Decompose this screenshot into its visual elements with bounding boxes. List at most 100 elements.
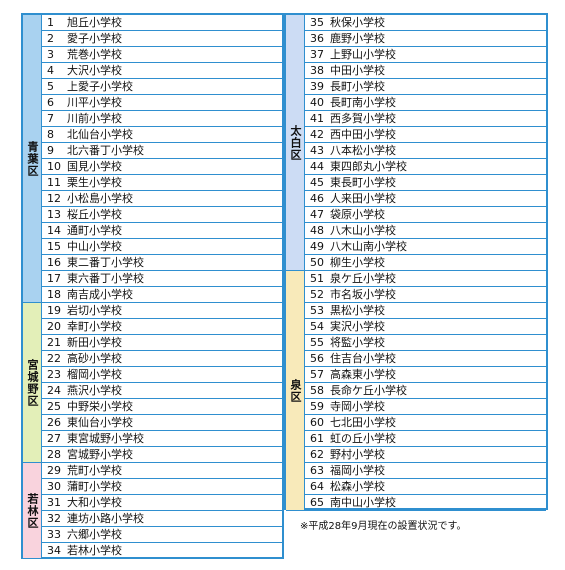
school-number: 63 xyxy=(310,464,324,477)
school-name: 人来田小学校 xyxy=(330,192,396,205)
school-number: 22 xyxy=(47,352,61,365)
school-row: 47 袋原小学校 xyxy=(305,207,546,223)
school-number: 1 xyxy=(47,16,54,29)
school-row: 57 高森東小学校 xyxy=(305,367,546,383)
school-number: 52 xyxy=(310,288,324,301)
school-row: 22 高砂小学校 xyxy=(42,351,282,367)
school-number: 14 xyxy=(47,224,61,237)
school-name: 実沢小学校 xyxy=(330,320,385,333)
school-name: 東宮城野小学校 xyxy=(67,432,144,445)
school-row: 38 中田小学校 xyxy=(305,63,546,79)
school-name: 川平小学校 xyxy=(67,96,122,109)
ward-label-text: 宮城野区 xyxy=(26,358,39,407)
school-name: 北仙台小学校 xyxy=(67,128,133,141)
school-row: 42 西中田小学校 xyxy=(305,127,546,143)
school-number: 49 xyxy=(310,240,324,253)
school-name: 長命ケ丘小学校 xyxy=(330,384,407,397)
school-number: 24 xyxy=(47,384,61,397)
school-name: 幸町小学校 xyxy=(67,320,122,333)
school-row: 33 六郷小学校 xyxy=(42,527,282,543)
school-number: 50 xyxy=(310,256,324,269)
school-name: 上野山小学校 xyxy=(330,48,396,61)
school-number: 11 xyxy=(47,176,61,189)
school-number: 2 xyxy=(47,32,54,45)
school-name: 愛子小学校 xyxy=(67,32,122,45)
school-row: 21 新田小学校 xyxy=(42,335,282,351)
school-number: 25 xyxy=(47,400,61,413)
school-number: 41 xyxy=(310,112,324,125)
school-number: 48 xyxy=(310,224,324,237)
school-row: 28 宮城野小学校 xyxy=(42,447,282,463)
school-number: 3 xyxy=(47,48,54,61)
school-name: 栗生小学校 xyxy=(67,176,122,189)
school-name: 南中山小学校 xyxy=(330,496,396,509)
school-number: 46 xyxy=(310,192,324,205)
school-number: 18 xyxy=(47,288,61,301)
school-number: 45 xyxy=(310,176,324,189)
school-name: 東二番丁小学校 xyxy=(67,256,144,269)
school-row: 13 桜丘小学校 xyxy=(42,207,282,223)
school-name: 八本松小学校 xyxy=(330,144,396,157)
school-name: 蒲町小学校 xyxy=(67,480,122,493)
school-name: 高砂小学校 xyxy=(67,352,122,365)
school-number: 58 xyxy=(310,384,324,397)
school-row: 50 柳生小学校 xyxy=(305,255,546,271)
school-name: 市名坂小学校 xyxy=(330,288,396,301)
school-number: 42 xyxy=(310,128,324,141)
school-row: 16 東二番丁小学校 xyxy=(42,255,282,271)
school-row: 36 鹿野小学校 xyxy=(305,31,546,47)
school-name: 荒巻小学校 xyxy=(67,48,122,61)
school-row: 54 実沢小学校 xyxy=(305,319,546,335)
school-name: 八木山小学校 xyxy=(330,224,396,237)
school-name: 西多賀小学校 xyxy=(330,112,396,125)
school-row: 35 秋保小学校 xyxy=(305,15,546,31)
school-row: 11 栗生小学校 xyxy=(42,175,282,191)
school-name: 連坊小路小学校 xyxy=(67,512,144,525)
school-name: 鹿野小学校 xyxy=(330,32,385,45)
school-row: 17 東六番丁小学校 xyxy=(42,271,282,287)
school-row: 20 幸町小学校 xyxy=(42,319,282,335)
school-row: 55 将監小学校 xyxy=(305,335,546,351)
school-number: 34 xyxy=(47,544,61,557)
school-row: 56 住吉台小学校 xyxy=(305,351,546,367)
school-number: 65 xyxy=(310,496,324,509)
school-name: 岩切小学校 xyxy=(67,304,122,317)
school-name: 袋原小学校 xyxy=(330,208,385,221)
school-row: 53 黒松小学校 xyxy=(305,303,546,319)
school-row: 10 国見小学校 xyxy=(42,159,282,175)
school-name: 川前小学校 xyxy=(67,112,122,125)
school-name: 長町南小学校 xyxy=(330,96,396,109)
school-row: 12 小松島小学校 xyxy=(42,191,282,207)
ward-label-text: 太白区 xyxy=(289,124,302,161)
school-row: 43 八本松小学校 xyxy=(305,143,546,159)
school-number: 60 xyxy=(310,416,324,429)
school-row: 58 長命ケ丘小学校 xyxy=(305,383,546,399)
school-row: 49 八木山南小学校 xyxy=(305,239,546,255)
ward-label-text: 泉区 xyxy=(289,378,302,403)
school-number: 6 xyxy=(47,96,54,109)
school-number: 20 xyxy=(47,320,61,333)
school-number: 51 xyxy=(310,272,324,285)
school-row: 5 上愛子小学校 xyxy=(42,79,282,95)
ward-label-text: 青葉区 xyxy=(26,140,39,177)
school-name: 東仙台小学校 xyxy=(67,416,133,429)
school-number: 35 xyxy=(310,16,324,29)
school-name: 荒町小学校 xyxy=(67,464,122,477)
school-name: 大和小学校 xyxy=(67,496,122,509)
school-name: 旭丘小学校 xyxy=(67,16,122,29)
school-name: 六郷小学校 xyxy=(67,528,122,541)
school-name: 将監小学校 xyxy=(330,336,385,349)
school-name: 野村小学校 xyxy=(330,448,385,461)
school-number: 61 xyxy=(310,432,324,445)
school-number: 30 xyxy=(47,480,61,493)
school-name: 福岡小学校 xyxy=(330,464,385,477)
school-name: 西中田小学校 xyxy=(330,128,396,141)
school-row: 39 長町小学校 xyxy=(305,79,546,95)
school-name: 宮城野小学校 xyxy=(67,448,133,461)
school-name: 八木山南小学校 xyxy=(330,240,407,253)
school-name: 北六番丁小学校 xyxy=(67,144,144,157)
school-row: 24 燕沢小学校 xyxy=(42,383,282,399)
school-name: 東六番丁小学校 xyxy=(67,272,144,285)
school-row: 9 北六番丁小学校 xyxy=(42,143,282,159)
school-name: 黒松小学校 xyxy=(330,304,385,317)
